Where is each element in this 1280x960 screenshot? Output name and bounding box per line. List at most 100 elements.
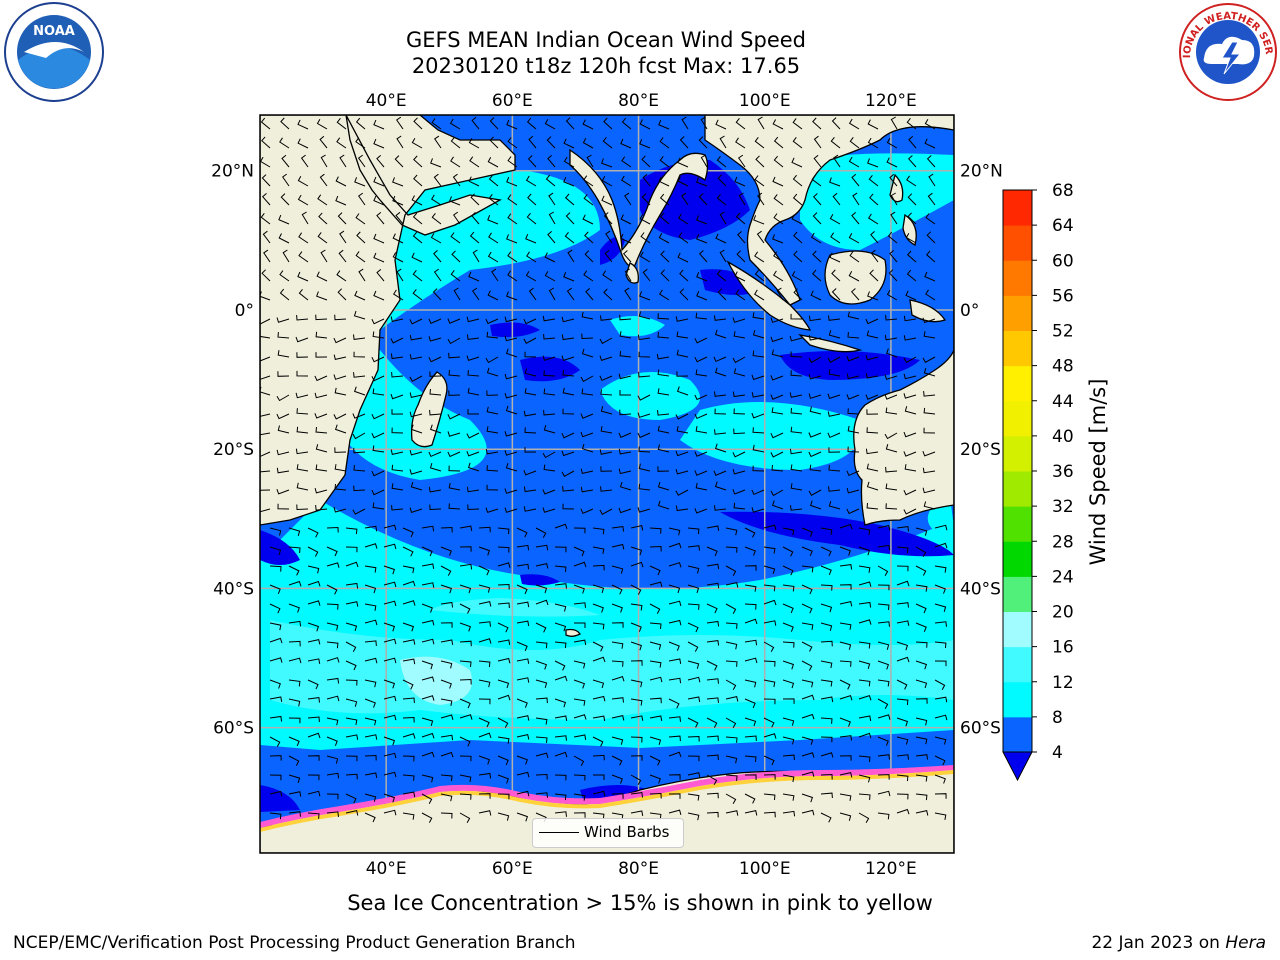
wind-barb	[314, 413, 328, 419]
wind-barb	[411, 195, 423, 206]
wind-barb	[706, 603, 718, 614]
colorbar-tick-label: 8	[1052, 708, 1063, 728]
wind-barb	[706, 563, 720, 570]
wind-barb	[754, 137, 765, 149]
wind-barb	[554, 811, 567, 817]
wind-barb	[276, 317, 290, 323]
wind-barb	[440, 774, 453, 782]
wind-barb	[927, 192, 936, 206]
wind-barb	[757, 116, 765, 130]
wind-barb	[600, 406, 613, 415]
wind-barb	[554, 583, 567, 589]
wind-barb	[448, 369, 461, 377]
wind-barb	[867, 137, 879, 149]
wind-barb	[770, 489, 784, 497]
wind-barb	[316, 271, 328, 282]
colorbar-tick-label: 12	[1052, 673, 1074, 693]
wind-barb	[295, 336, 309, 343]
wind-barb	[326, 562, 340, 568]
wind-barb	[507, 213, 518, 225]
wind-barb	[326, 603, 339, 610]
wind-barb	[600, 426, 613, 434]
wind-barb	[870, 231, 879, 244]
wind-barb	[839, 641, 852, 650]
wind-barb	[307, 774, 320, 781]
wind-barb	[383, 809, 397, 816]
wind-barb	[260, 213, 271, 225]
wind-barb	[459, 736, 471, 747]
wind-barb	[888, 269, 898, 282]
wind-barb	[725, 565, 737, 576]
wind-barb	[846, 356, 860, 362]
wind-barb	[497, 774, 509, 784]
wind-barb	[744, 717, 757, 727]
wind-barb	[364, 698, 376, 708]
wind-barb	[448, 465, 461, 472]
wind-barb	[449, 118, 461, 130]
wind-barb	[472, 287, 480, 301]
wind-barb	[288, 717, 301, 724]
wind-barb	[926, 231, 936, 244]
wind-barb	[828, 330, 841, 339]
wind-barb	[315, 464, 328, 472]
wind-barb	[295, 392, 309, 399]
wind-barb	[497, 622, 509, 633]
wind-barb	[334, 483, 347, 491]
wind-barb	[516, 715, 530, 721]
wind-barbs-legend: Wind Barbs	[532, 818, 684, 848]
wind-barb	[421, 774, 434, 783]
wind-barb	[858, 679, 871, 687]
wind-barb	[433, 250, 442, 263]
wind-barb	[282, 173, 290, 187]
wind-barb	[896, 793, 909, 800]
wind-barb	[678, 232, 689, 244]
wind-barb	[620, 138, 632, 149]
wind-barb	[504, 507, 518, 513]
wind-barb	[459, 640, 472, 647]
wind-barb	[849, 137, 860, 149]
wind-barb	[808, 373, 822, 380]
wind-barb	[782, 679, 795, 689]
wind-barb	[573, 755, 585, 766]
wind-barb	[353, 485, 366, 492]
sea-ice-band	[260, 765, 954, 832]
wind-barb	[752, 427, 765, 434]
wind-barb	[516, 527, 528, 538]
wind-barb	[923, 427, 936, 434]
wind-barb	[737, 231, 746, 244]
wind-barb	[847, 446, 860, 453]
wind-barb	[554, 546, 567, 553]
wind-barb	[297, 176, 309, 187]
wind-barb	[391, 483, 404, 491]
wind-barb	[828, 465, 841, 472]
wind-barb	[298, 288, 309, 301]
wind-barb	[358, 192, 366, 206]
wind-barb	[592, 584, 605, 594]
wind-barb	[599, 337, 613, 345]
wind-barb	[714, 481, 727, 491]
wind-barb	[934, 621, 947, 627]
wind-barb	[281, 154, 290, 168]
colorbar-swatch-8	[1003, 681, 1032, 718]
colorbar-swatch-52	[1003, 295, 1032, 331]
wind-barb	[668, 716, 681, 722]
wind-barb	[260, 489, 271, 491]
wind-barb	[326, 677, 340, 684]
colorbar-tick-label: 4	[1052, 743, 1063, 763]
colorbar-swatch-28	[1003, 506, 1032, 542]
wind-barb	[355, 137, 366, 149]
wind-barb	[828, 501, 841, 510]
wind-barb	[896, 656, 910, 663]
wind-barb	[858, 793, 871, 800]
wind-barb	[801, 771, 815, 777]
wind-barb	[903, 373, 917, 380]
wind-barb	[687, 717, 699, 728]
wind-barb	[296, 482, 309, 491]
wind-barb	[392, 233, 404, 244]
wind-barb	[630, 736, 643, 743]
wind-barb	[658, 120, 670, 130]
wind-barb	[839, 622, 852, 630]
wind-barb	[459, 774, 472, 783]
wind-barb	[315, 331, 328, 339]
wind-barb	[801, 660, 813, 671]
